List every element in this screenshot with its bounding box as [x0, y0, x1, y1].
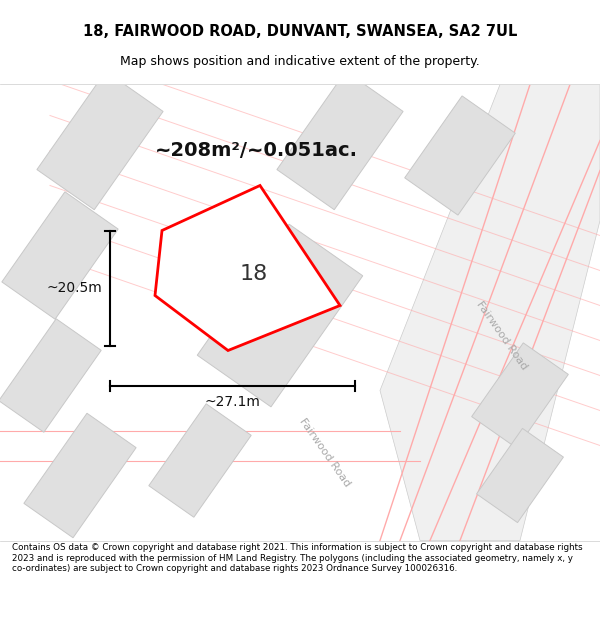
Text: Fairwood Road: Fairwood Road [298, 416, 352, 489]
Polygon shape [149, 404, 251, 518]
Text: 18: 18 [240, 264, 268, 284]
Text: Map shows position and indicative extent of the property.: Map shows position and indicative extent… [120, 55, 480, 68]
Text: 18, FAIRWOOD ROAD, DUNVANT, SWANSEA, SA2 7UL: 18, FAIRWOOD ROAD, DUNVANT, SWANSEA, SA2… [83, 24, 517, 39]
Text: ~20.5m: ~20.5m [46, 281, 102, 295]
Polygon shape [2, 192, 118, 319]
Polygon shape [24, 413, 136, 538]
Polygon shape [155, 186, 340, 351]
Polygon shape [277, 71, 403, 210]
Polygon shape [472, 343, 568, 448]
Polygon shape [380, 84, 600, 541]
Text: ~27.1m: ~27.1m [205, 396, 260, 409]
Polygon shape [197, 224, 363, 407]
Polygon shape [404, 96, 515, 215]
Polygon shape [0, 319, 101, 432]
Text: ~208m²/~0.051ac.: ~208m²/~0.051ac. [155, 141, 358, 159]
Text: Contains OS data © Crown copyright and database right 2021. This information is : Contains OS data © Crown copyright and d… [12, 543, 583, 573]
Text: Fairwood Road: Fairwood Road [475, 299, 529, 372]
Polygon shape [476, 428, 563, 522]
Polygon shape [37, 71, 163, 210]
